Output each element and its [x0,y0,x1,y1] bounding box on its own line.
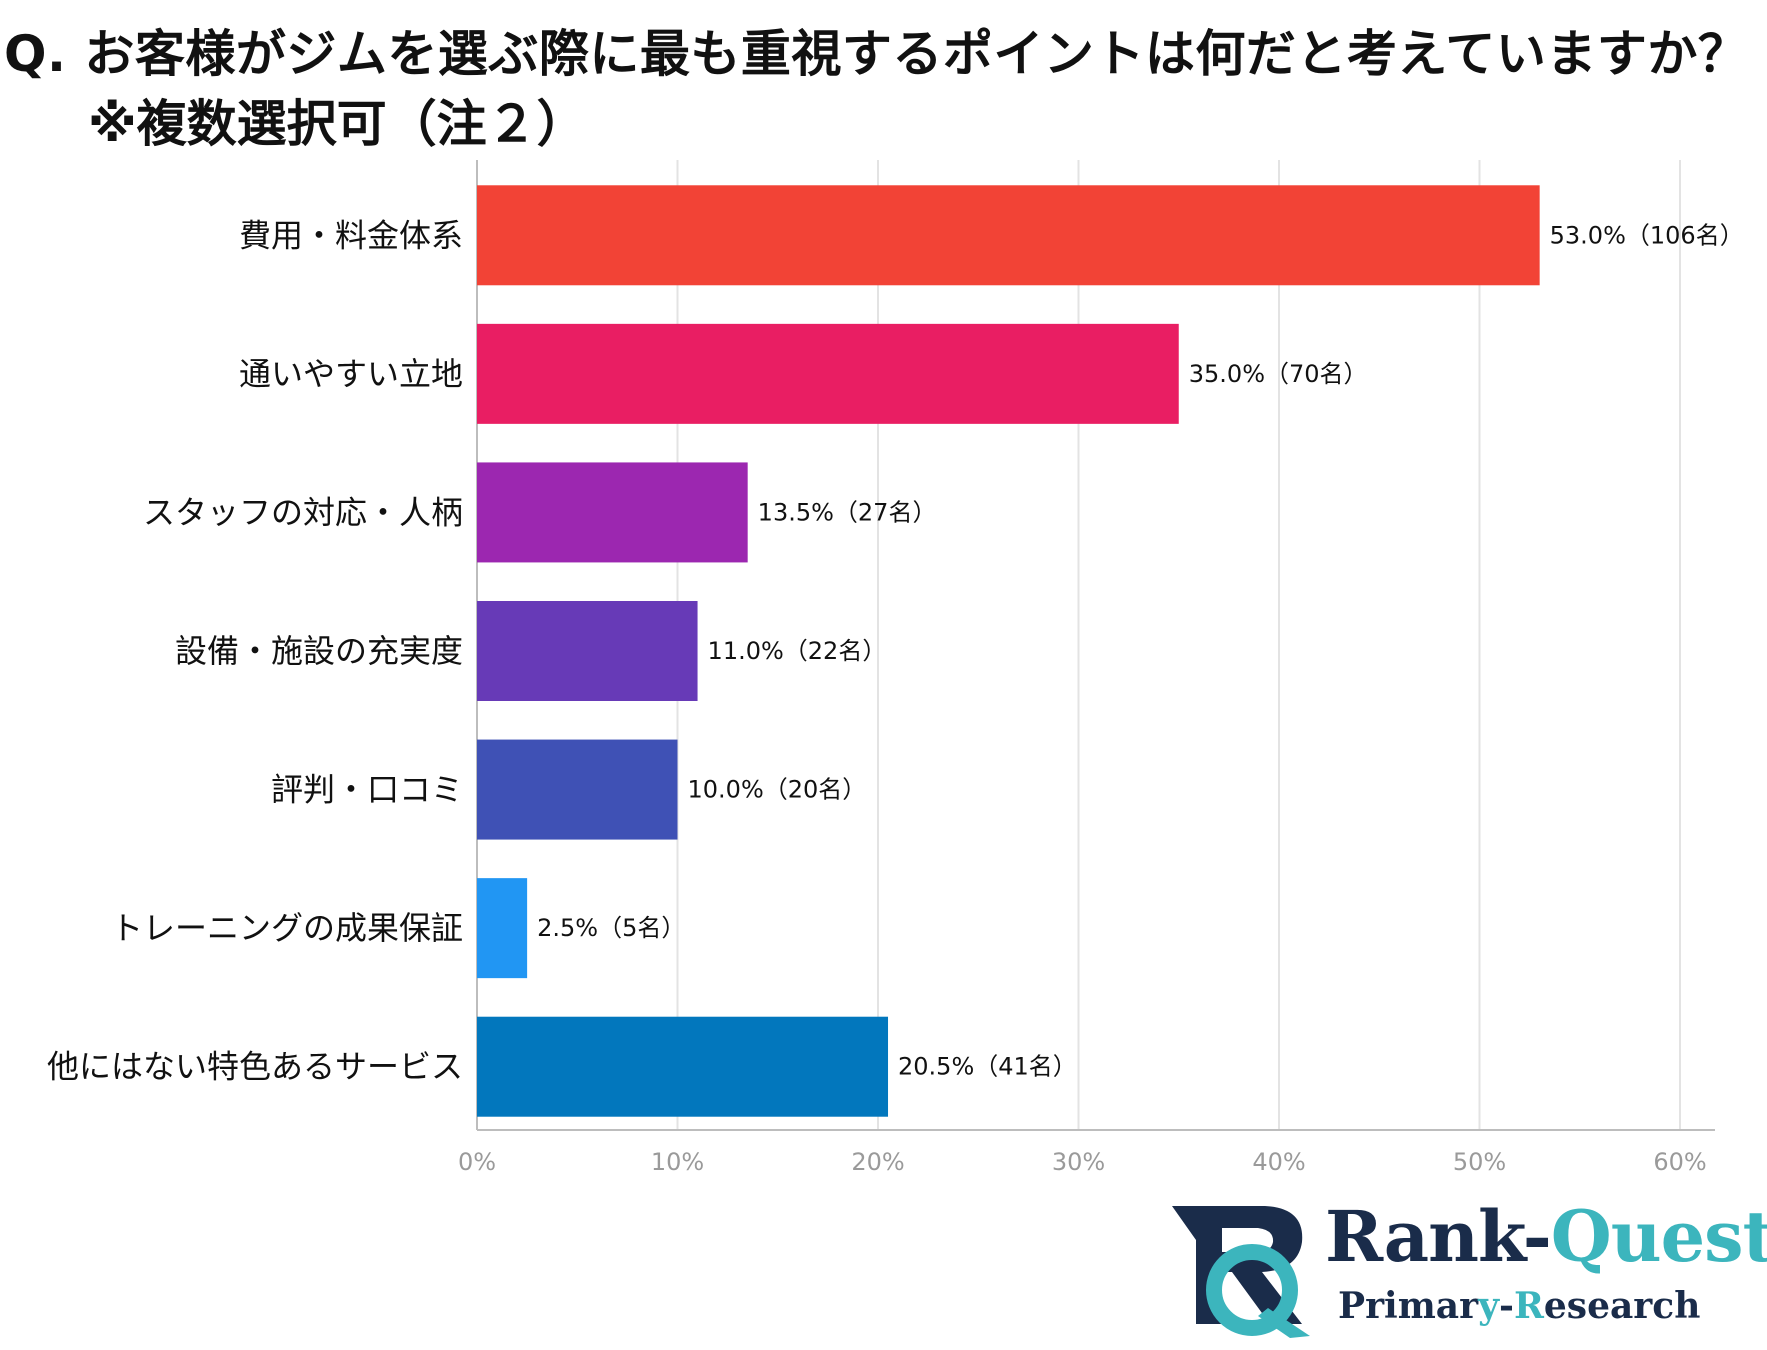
logo-sub-e: esearch [1543,1285,1701,1327]
data-label-3: 13.5%（27名） [758,498,937,526]
bar-1 [477,185,1540,286]
category-label-6: トレーニングの成果保証 [111,909,463,947]
bar-5 [477,739,678,840]
data-label-7: 20.5%（41名） [898,1053,1077,1081]
bar-3 [477,462,748,563]
data-label-2: 35.0%（70名） [1189,360,1368,388]
x-tick-label-30: 30% [1052,1148,1105,1176]
logo-wordmark: Rank-Quest [1325,1195,1767,1278]
bar-6 [477,878,528,979]
category-label-4: 設備・施設の充実度 [175,632,463,670]
x-tick-label-50: 50% [1453,1148,1506,1176]
bar-4 [477,601,698,701]
x-tick-label-40: 40% [1252,1148,1305,1176]
logo-sub-c: - [1499,1285,1514,1327]
category-label-1: 費用・料金体系 [239,216,463,254]
data-label-5: 10.0%（20名） [688,776,867,804]
chart-title-note: ※複数選択可（注２） [88,95,587,153]
category-label-3: スタッフの対応・人柄 [143,493,463,531]
chart-title-question: Q. お客様がジムを選ぶ際に最も重視するポイントは何だと考えていますか？ [4,25,1749,83]
bar-2 [477,323,1179,424]
data-label-6: 2.5%（5名） [537,914,685,942]
logo-brand-left: Rank- [1325,1195,1552,1278]
logo-sub-d: R [1513,1285,1544,1327]
bar-layer [477,185,1540,1117]
data-label-1: 53.0%（106名） [1550,221,1744,249]
tick-layer: 0% 10% 20% 30% 40% 50% 60% [458,1148,1707,1176]
label-layer: 費用・料金体系 53.0%（106名） 通いやすい立地 35.0%（70名） スタッフの… [47,216,1744,1085]
logo-sub-b: y [1478,1285,1500,1327]
category-label-5: 評判・口コミ [271,771,463,809]
logo-icon [1172,1206,1310,1338]
data-label-4: 11.0%（22名） [708,637,887,665]
x-tick-label-20: 20% [851,1148,904,1176]
x-tick-label-10: 10% [651,1148,704,1176]
logo-sub-a: Primar [1338,1285,1479,1327]
x-tick-label-0: 0% [458,1148,496,1176]
bar-chart: 費用・料金体系 53.0%（106名） 通いやすい立地 35.0%（70名） スタッフの… [47,160,1744,1176]
bar-7 [477,1016,889,1117]
x-tick-label-60: 60% [1653,1148,1706,1176]
logo-brand-right: Quest [1550,1195,1767,1278]
logo-subtitle: Primary-Research [1338,1285,1700,1327]
category-label-2: 通いやすい立地 [239,355,463,393]
category-label-7: 他にはない特色あるサービス [47,1048,463,1086]
